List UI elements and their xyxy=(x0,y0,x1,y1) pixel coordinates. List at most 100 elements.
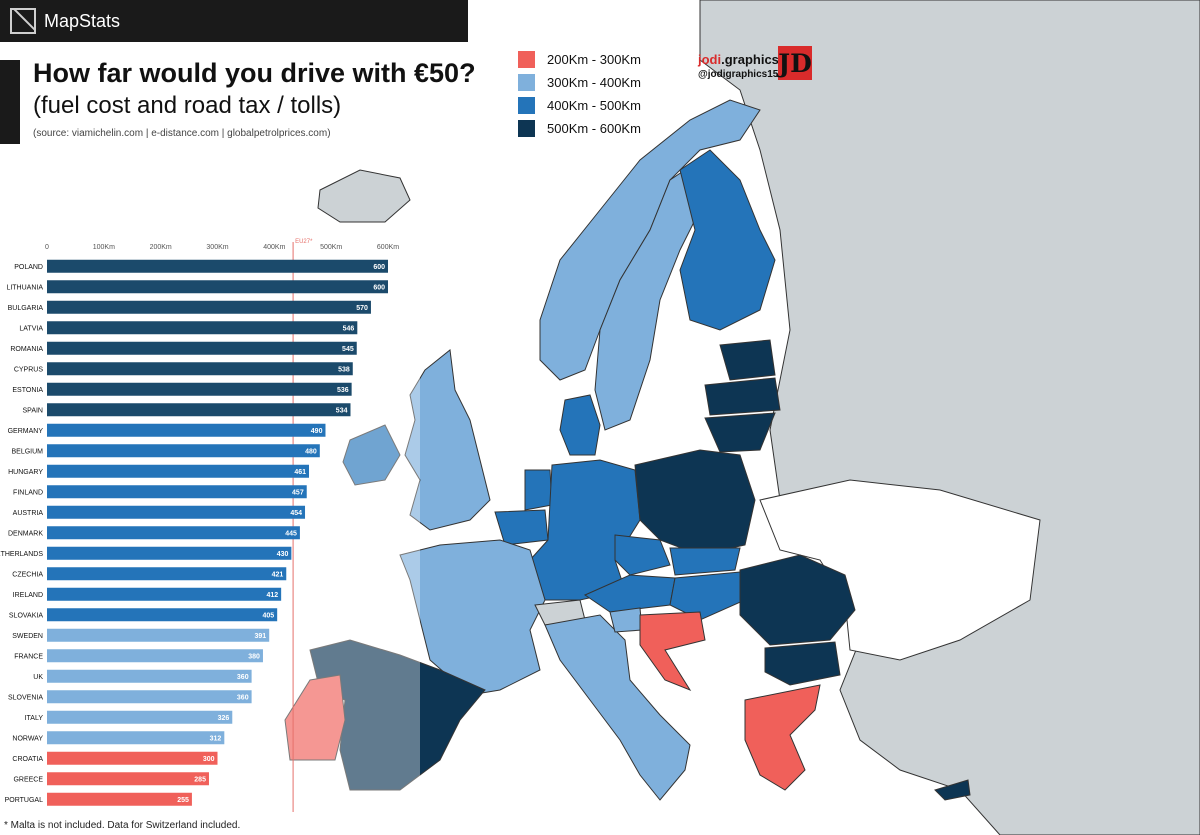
bar-value-label: 391 xyxy=(255,633,267,640)
bar xyxy=(47,690,252,704)
map-region-czechia xyxy=(614,534,671,576)
bar-value-label: 285 xyxy=(194,776,206,783)
bar-category-label: UK xyxy=(33,674,43,681)
legend-swatch xyxy=(518,51,535,68)
bar xyxy=(47,731,225,745)
bar-category-label: ITALY xyxy=(25,715,44,722)
bar-category-label: DENMARK xyxy=(8,530,43,537)
map-region-slovakia xyxy=(669,547,741,576)
map-region-norway xyxy=(539,99,761,381)
map-region-belgium xyxy=(494,509,549,546)
map-region-romania xyxy=(739,554,856,646)
x-tick-label: 100Km xyxy=(93,244,115,251)
bar xyxy=(47,280,388,294)
legend-item: 500Km - 600Km xyxy=(518,117,641,140)
map-region-hungary xyxy=(669,571,746,621)
bar-value-label: 430 xyxy=(277,551,289,558)
legend-swatch xyxy=(518,74,535,91)
map-region-iceland xyxy=(317,169,411,223)
bar xyxy=(47,587,282,601)
credit-name: jodi.graphics xyxy=(698,52,779,67)
bar-value-label: 360 xyxy=(237,674,249,681)
x-tick-label: 0 xyxy=(45,244,49,251)
bar-category-label: CROATIA xyxy=(12,756,43,763)
bar xyxy=(47,321,358,335)
bar xyxy=(47,772,209,786)
bar-category-label: SLOVENIA xyxy=(8,694,43,701)
bar-category-label: ROMANIA xyxy=(10,346,43,353)
bar-value-label: 534 xyxy=(336,407,348,414)
bar xyxy=(47,485,307,499)
map-region-portugal xyxy=(284,674,346,761)
bar-category-label: LATVIA xyxy=(19,325,43,332)
bar-category-label: IRELAND xyxy=(13,592,43,599)
bar-value-label: 461 xyxy=(294,469,306,476)
page-subtitle: (fuel cost and road tax / tolls) xyxy=(33,92,342,119)
bar xyxy=(47,300,371,314)
title-accent xyxy=(0,60,20,144)
bar xyxy=(47,505,306,519)
source-note: (source: viamichelin.com | e-distance.co… xyxy=(33,128,331,139)
bar-category-label: SPAIN xyxy=(23,407,44,414)
bar xyxy=(47,669,252,683)
brand-name: MapStats xyxy=(44,10,121,31)
bar-category-label: NETHERLANDS xyxy=(0,551,43,558)
map-region-italy xyxy=(544,614,691,801)
bar-category-label: GREECE xyxy=(13,776,43,783)
map-region-estonia xyxy=(719,339,776,381)
x-tick-label: 400Km xyxy=(263,244,285,251)
bar-value-label: 326 xyxy=(218,715,230,722)
map-region-ukraine xyxy=(759,479,1041,661)
map-region-bulgaria xyxy=(764,641,841,686)
map-region-croatia xyxy=(639,611,706,692)
bar xyxy=(47,423,326,437)
map-region-cyprus xyxy=(934,779,971,801)
footnote: * Malta is not included. Data for Switze… xyxy=(4,820,241,831)
bar-value-label: 380 xyxy=(248,653,260,660)
map-region-poland xyxy=(634,449,756,556)
legend-label: 300Km - 400Km xyxy=(547,75,641,90)
bar-value-label: 312 xyxy=(210,735,222,742)
bar xyxy=(47,444,320,458)
bar xyxy=(47,792,192,806)
bar-value-label: 480 xyxy=(305,448,317,455)
bar-category-label: SLOVAKIA xyxy=(9,612,43,619)
x-tick-label: 300Km xyxy=(206,244,228,251)
x-tick-label: 600Km xyxy=(377,244,399,251)
credit-name-b: .graphics xyxy=(721,52,779,67)
bar-category-label: PORTUGAL xyxy=(5,797,43,804)
x-tick-label: 200Km xyxy=(150,244,172,251)
bar xyxy=(47,649,263,663)
legend-item: 300Km - 400Km xyxy=(518,71,641,94)
page-title: How far would you drive with €50? xyxy=(33,58,476,88)
bar-value-label: 412 xyxy=(266,592,278,599)
bar-category-label: HUNGARY xyxy=(8,469,43,476)
eu27-reference-label: EU27* xyxy=(295,239,313,245)
mapstats-logo-icon xyxy=(10,8,36,34)
bar-value-label: 405 xyxy=(262,612,274,619)
map-region-latvia xyxy=(704,377,781,416)
bar xyxy=(47,710,233,724)
bar-value-label: 546 xyxy=(343,325,355,332)
bar-category-label: POLAND xyxy=(14,264,43,271)
bar-category-label: FRANCE xyxy=(14,653,43,660)
map-region-finland xyxy=(679,149,776,331)
map-region-slovenia xyxy=(609,607,643,633)
map-region-france xyxy=(399,539,546,696)
bar-value-label: 545 xyxy=(342,346,354,353)
map-region-denmark xyxy=(559,394,601,456)
legend-label: 400Km - 500Km xyxy=(547,98,641,113)
bar xyxy=(47,382,352,396)
bar-value-label: 255 xyxy=(177,797,189,804)
legend: 200Km - 300Km 300Km - 400Km 400Km - 500K… xyxy=(518,48,641,140)
bar-category-label: AUSTRIA xyxy=(13,510,44,517)
bar-category-label: CZECHIA xyxy=(12,571,43,578)
bar-category-label: SWEDEN xyxy=(12,633,43,640)
bar xyxy=(47,546,292,560)
credit-handle: @jodigraphics15 xyxy=(698,69,779,80)
bar xyxy=(47,362,353,376)
x-tick-label: 500Km xyxy=(320,244,342,251)
bar xyxy=(47,464,310,478)
bar xyxy=(47,608,278,622)
bar xyxy=(47,526,300,540)
